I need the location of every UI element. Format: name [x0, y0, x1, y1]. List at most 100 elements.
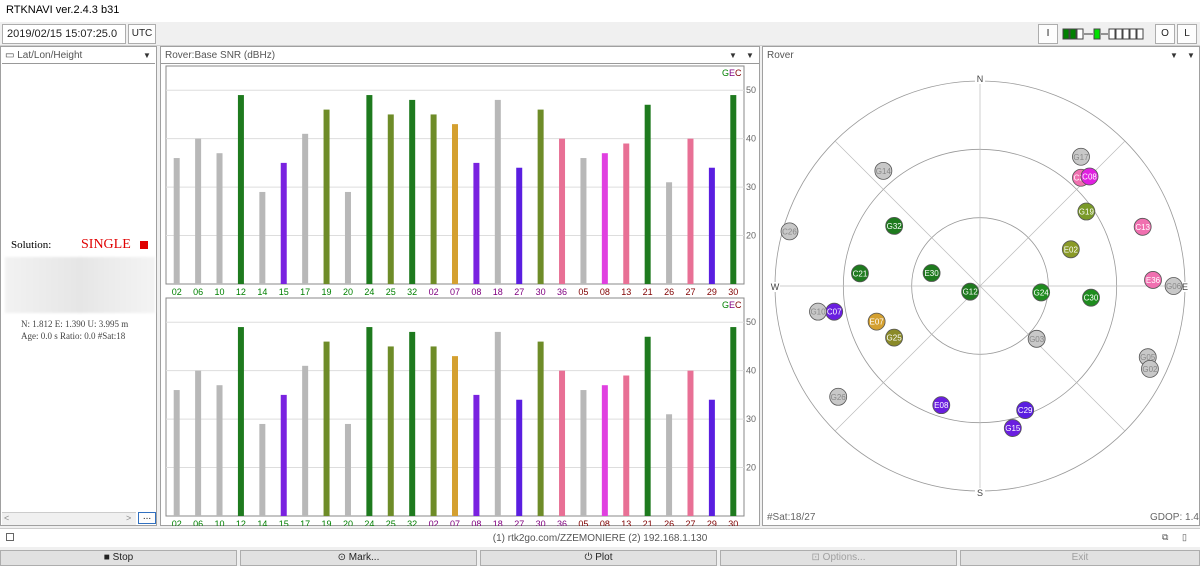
sat-prn-label: 27 [685, 287, 695, 297]
satellite-C30[interactable]: C30 [1082, 288, 1100, 307]
chevron-down-icon[interactable]: ▼ [729, 51, 737, 60]
snr-bar [216, 153, 223, 284]
solution-status: SINGLE [81, 237, 131, 252]
satellite-marker [961, 282, 980, 301]
snr-bar [559, 138, 566, 284]
snr-bar [473, 162, 480, 284]
satellite-G19[interactable]: G19 [1077, 202, 1096, 221]
satellite-G06[interactable]: G06 [1164, 277, 1183, 295]
snr-bar [473, 394, 480, 516]
y-tick-label: 20 [746, 463, 756, 473]
satellite-label: E07 [870, 318, 885, 327]
snr-bar [280, 162, 287, 284]
satellite-label: G14 [876, 167, 892, 176]
compass-label-bg [1180, 282, 1190, 292]
sat-prn-label: 30 [536, 287, 546, 297]
snr-bar [601, 385, 608, 516]
utc-button[interactable]: UTC [128, 24, 156, 44]
gdop-value: GDOP: 1.4 [1150, 512, 1199, 523]
sat-prn-label: 17 [300, 519, 310, 526]
satellite-C07[interactable]: C07 [825, 302, 844, 321]
satellite-G02[interactable]: G02 [1141, 359, 1159, 378]
satellite-marker [874, 161, 893, 180]
options-button[interactable]: ⊡ Options... [720, 550, 957, 566]
satellite-E30[interactable]: E30 [922, 264, 941, 282]
exit-button[interactable]: Exit [960, 550, 1200, 566]
satellite-label: E08 [934, 401, 949, 410]
satellite-G12[interactable]: G12 [961, 282, 980, 301]
snr-bar [302, 133, 309, 284]
chevron-down-icon[interactable]: ▼ [143, 51, 151, 60]
sat-prn-label: 10 [215, 519, 225, 526]
satellite-marker [851, 264, 869, 283]
satellite-label: G12 [963, 288, 979, 297]
satellite-marker [1080, 167, 1099, 186]
horizontal-scrollbar[interactable]: < > [2, 512, 136, 525]
satellite-C08[interactable]: C08 [1080, 167, 1099, 186]
satellite-C13[interactable]: C13 [1133, 217, 1152, 236]
divider [2, 63, 155, 64]
satellite-E08[interactable]: E08 [932, 396, 951, 415]
age-ratio-stats: Age: 0.0 s Ratio: 0.0 #Sat:18 [21, 331, 126, 341]
sat-prn-label: 15 [279, 519, 289, 526]
checkbox-icon[interactable] [6, 533, 14, 541]
satellite-label: C21 [853, 269, 868, 278]
log-button[interactable]: L [1177, 24, 1197, 44]
sat-prn-label: 05 [578, 519, 588, 526]
satellite-C26[interactable]: C26 [780, 222, 799, 241]
snr-bar [644, 336, 651, 516]
menu-icon[interactable]: ▯ [1182, 532, 1187, 542]
mark-button[interactable]: ⊙ Mark... [240, 550, 477, 566]
snr-bar [623, 143, 630, 284]
satellite-marker [922, 264, 941, 282]
satellite-G10[interactable]: G10 [809, 302, 827, 321]
snr-bar [323, 109, 330, 284]
satellite-G17[interactable]: G17 [1072, 147, 1090, 166]
baseline-stats: N: 1.812 E: 1.390 U: 3.995 m [21, 319, 129, 329]
chevron-down-icon[interactable]: ▼ [1170, 51, 1178, 60]
scroll-left-icon[interactable]: < [4, 513, 10, 523]
solution-panel-header: ▭ Lat/Lon/Height [5, 50, 82, 61]
satellite-G15[interactable]: G15 [1003, 419, 1022, 437]
output-button[interactable]: O [1155, 24, 1175, 44]
satellite-label: C08 [1082, 172, 1097, 181]
satellite-label: G19 [1079, 208, 1095, 217]
toolbar: 2019/02/15 15:07:25.0 UTC I O L [0, 22, 1200, 46]
sat-prn-label: 13 [621, 287, 631, 297]
satellite-G26[interactable]: G26 [829, 387, 848, 406]
y-tick-label: 50 [746, 85, 756, 95]
satellite-G25[interactable]: G25 [885, 328, 903, 347]
more-button[interactable]: ... [138, 512, 156, 524]
snr-plot-1: 20 30 40 50 GEC 02 06 10 12 14 15 17 19 20 24 25 32 02 07 0… [165, 65, 756, 297]
satellite-marker [1164, 277, 1183, 295]
satellite-G32[interactable]: G32 [885, 217, 904, 235]
satellite-E36[interactable]: E36 [1144, 271, 1162, 289]
stop-button[interactable]: ■ Stop [0, 550, 237, 566]
scroll-right-icon[interactable]: > [126, 513, 132, 523]
chevron-down-icon[interactable]: ▼ [746, 51, 754, 60]
resize-icon[interactable]: ⧉ [1162, 532, 1169, 542]
satellite-marker [1133, 217, 1152, 236]
status-square-icon [140, 241, 148, 249]
sat-prn-label: 29 [707, 287, 717, 297]
satellite-E07[interactable]: E07 [867, 312, 886, 331]
plot-button[interactable]: ⏻ Plot [480, 550, 717, 566]
satellite-C29[interactable]: C29 [1016, 401, 1035, 420]
plot-icon: ⏻ [584, 552, 596, 563]
snr-bar [344, 191, 351, 284]
stream-indicator[interactable] [1062, 26, 1152, 42]
input-stream-button[interactable]: I [1038, 24, 1058, 44]
sat-prn-label: 06 [193, 519, 203, 526]
sky-plot: NSEWG17C27C08G19C13E02E36G06G24C30G03G05… [770, 74, 1190, 498]
satellite-label: G17 [1073, 153, 1089, 162]
satellite-G03[interactable]: G03 [1027, 329, 1046, 348]
satellite-marker [1061, 240, 1080, 259]
satellite-G24[interactable]: G24 [1032, 283, 1051, 302]
satellite-G14[interactable]: G14 [874, 161, 893, 180]
title-bar: RTKNAVI ver.2.4.3 b31 [0, 0, 1200, 22]
snr-chart: 20 30 40 50 GEC 02 06 10 12 14 15 17 19 20 24 25 32 02 07 0… [165, 65, 756, 526]
sat-prn-label: 25 [386, 519, 396, 526]
satellite-C21[interactable]: C21 [851, 264, 869, 283]
chevron-down-icon[interactable]: ▼ [1187, 51, 1195, 60]
satellite-E02[interactable]: E02 [1061, 240, 1080, 259]
